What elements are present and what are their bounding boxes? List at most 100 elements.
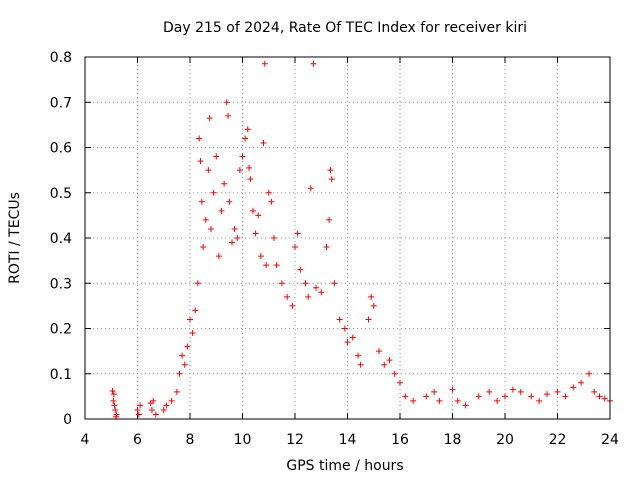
data-point	[112, 406, 119, 413]
data-point	[596, 393, 603, 400]
data-point	[134, 406, 141, 413]
data-point	[187, 316, 193, 323]
data-point	[544, 391, 550, 398]
data-point	[198, 198, 205, 205]
data-point	[381, 361, 388, 368]
x-tick-label: 14	[339, 432, 357, 448]
data-point	[292, 244, 298, 251]
data-point	[305, 293, 312, 300]
data-point	[436, 397, 443, 404]
x-axis-label: GPS time / hours	[286, 458, 403, 474]
data-point	[231, 225, 238, 232]
data-point	[423, 393, 430, 400]
data-point	[202, 216, 209, 223]
data-point	[462, 402, 469, 409]
data-point	[213, 153, 220, 160]
data-point	[323, 244, 330, 251]
data-point	[449, 386, 456, 393]
data-point	[273, 262, 280, 269]
data-point	[391, 370, 398, 377]
data-point	[255, 212, 262, 219]
data-point	[591, 388, 598, 395]
data-point	[197, 158, 204, 165]
data-point	[331, 280, 338, 287]
data-point	[206, 115, 213, 122]
y-tick-label: 0.7	[50, 95, 72, 111]
data-point	[509, 386, 516, 393]
y-tick-label: 0	[63, 412, 72, 428]
x-tick-label: 12	[286, 432, 304, 448]
data-point	[578, 379, 585, 386]
data-point	[189, 330, 196, 337]
data-point	[260, 139, 267, 146]
data-points	[109, 60, 613, 420]
data-point	[528, 393, 535, 400]
data-point	[218, 207, 225, 214]
data-point	[257, 253, 264, 260]
data-point	[313, 284, 319, 291]
y-tick-label: 0.4	[50, 231, 72, 247]
data-point	[494, 397, 501, 404]
data-point	[570, 384, 577, 391]
data-point	[246, 164, 253, 171]
y-tick-label: 0.8	[50, 50, 72, 66]
data-point	[336, 316, 343, 323]
data-point	[586, 370, 592, 377]
data-point	[208, 225, 214, 232]
data-point	[200, 244, 207, 251]
data-point	[536, 397, 543, 404]
x-tick-label: 6	[133, 432, 142, 448]
x-tick-label: 10	[234, 432, 252, 448]
data-point	[376, 348, 382, 355]
data-point	[431, 388, 438, 395]
chart-title: Day 215 of 2024, Rate Of TEC Index for r…	[163, 20, 527, 36]
y-axis-label: ROTI / TECUs	[7, 192, 23, 284]
data-point	[168, 397, 175, 404]
data-point	[163, 402, 170, 409]
data-point	[517, 388, 524, 395]
data-point	[173, 388, 180, 395]
x-tick-labels: 4 6 8 10 12 14 16 18 20 22 24	[81, 432, 619, 448]
data-point	[244, 126, 251, 133]
data-point	[344, 339, 351, 346]
data-point	[310, 60, 317, 67]
data-point	[297, 266, 304, 273]
grid-lines	[85, 57, 610, 419]
data-point	[181, 361, 188, 368]
data-point	[263, 262, 270, 269]
data-point	[357, 361, 364, 368]
data-point	[225, 112, 232, 119]
data-point	[247, 176, 254, 183]
data-point	[368, 293, 375, 300]
x-tick-label: 24	[601, 432, 619, 448]
data-point	[454, 397, 461, 404]
data-point	[486, 388, 493, 395]
data-point	[160, 406, 167, 413]
data-point	[148, 406, 155, 413]
y-tick-label: 0.3	[50, 276, 72, 292]
x-tick-label: 4	[81, 432, 90, 448]
y-tick-labels: 0 0.1 0.2 0.3 0.4 0.5 0.6 0.7 0.8	[50, 50, 72, 428]
data-point	[226, 198, 233, 205]
data-point	[242, 135, 249, 142]
data-point	[370, 302, 377, 309]
data-point	[150, 397, 157, 404]
data-point	[239, 153, 246, 160]
y-tick-label: 0.5	[50, 186, 72, 202]
data-point	[318, 289, 325, 296]
data-point	[205, 167, 212, 174]
data-point	[210, 189, 217, 196]
data-point	[284, 293, 291, 300]
data-point	[289, 302, 296, 309]
data-point	[110, 391, 117, 398]
data-point	[184, 343, 191, 350]
data-point	[252, 230, 259, 237]
data-point	[221, 180, 228, 187]
y-tick-label: 0.6	[50, 141, 72, 157]
data-point	[349, 334, 356, 341]
x-tick-label: 22	[549, 432, 567, 448]
data-point	[502, 393, 508, 400]
data-point	[111, 402, 118, 409]
data-point	[110, 397, 117, 404]
data-point	[109, 387, 116, 394]
